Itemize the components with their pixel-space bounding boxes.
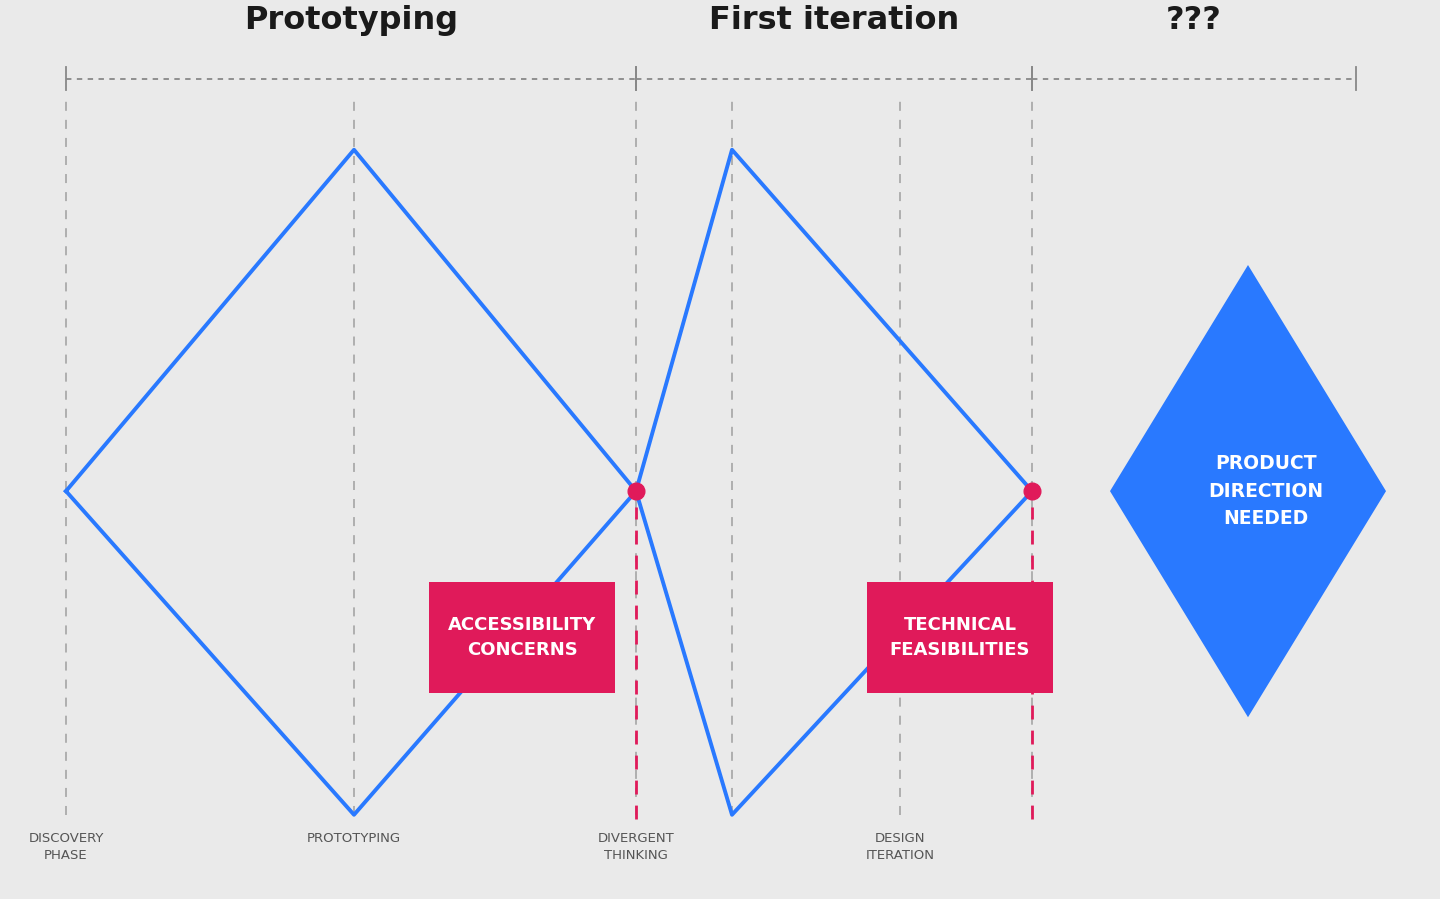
Text: ???: ??? xyxy=(1166,5,1223,36)
Text: PROTOTYPING: PROTOTYPING xyxy=(307,832,402,845)
Text: TECHNICAL
FEASIBILITIES: TECHNICAL FEASIBILITIES xyxy=(890,617,1030,659)
Text: ACCESSIBILITY
CONCERNS: ACCESSIBILITY CONCERNS xyxy=(448,617,596,659)
Polygon shape xyxy=(1110,265,1385,717)
Text: DISCOVERY
PHASE: DISCOVERY PHASE xyxy=(29,832,104,862)
Text: PRODUCT
DIRECTION
NEEDED: PRODUCT DIRECTION NEEDED xyxy=(1208,454,1323,528)
Text: First iteration: First iteration xyxy=(708,5,959,36)
FancyBboxPatch shape xyxy=(867,582,1053,693)
Text: DIVERGENT
THINKING: DIVERGENT THINKING xyxy=(598,832,674,862)
Text: DESIGN
ITERATION: DESIGN ITERATION xyxy=(865,832,935,862)
FancyBboxPatch shape xyxy=(429,582,615,693)
Text: Prototyping: Prototyping xyxy=(243,5,458,36)
